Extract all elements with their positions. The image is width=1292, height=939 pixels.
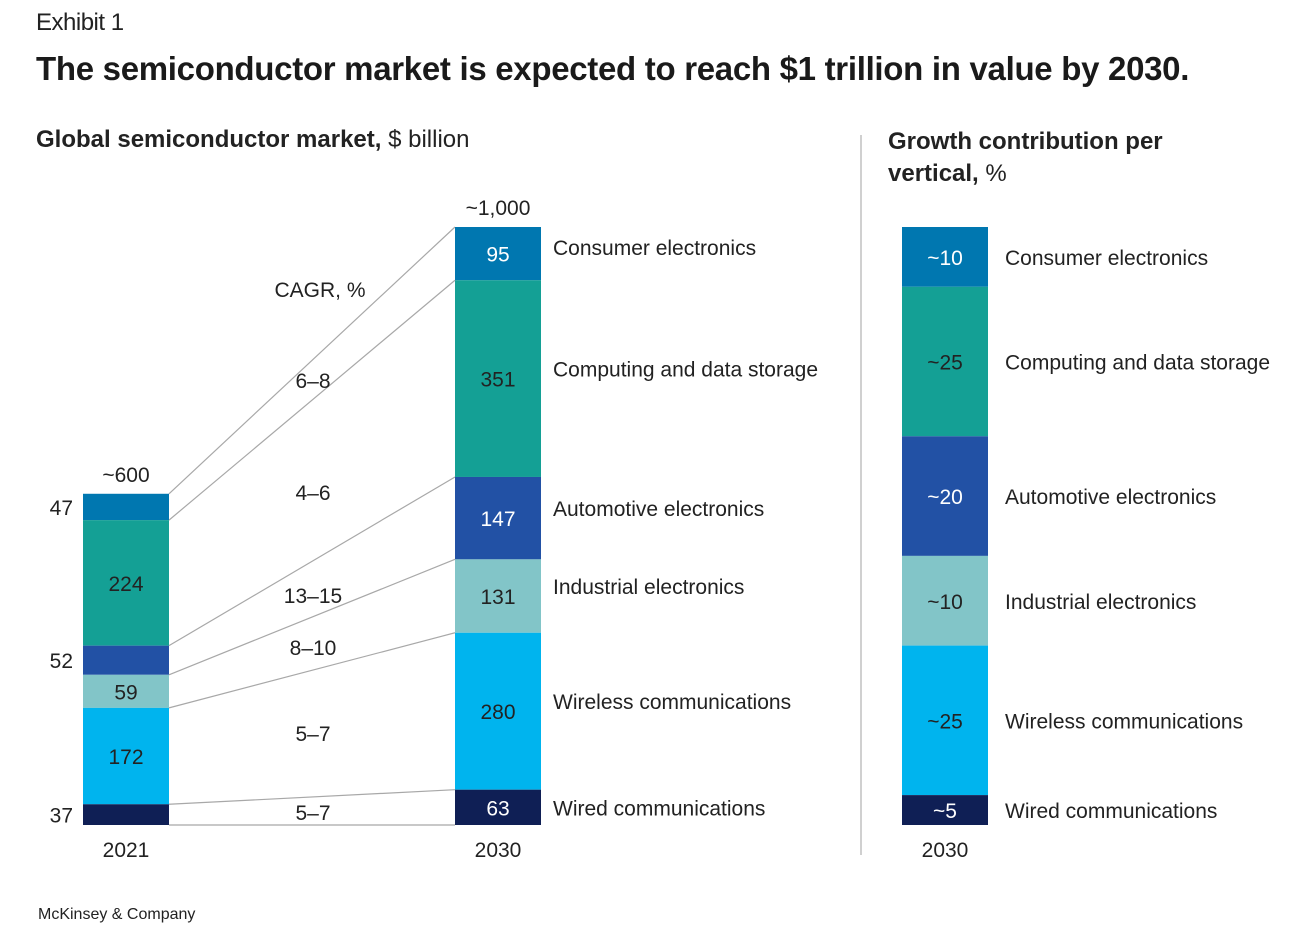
cagr-label: 13–15 [284,585,342,608]
bar-value-label: 147 [480,508,515,531]
bar-value-label: 280 [480,701,515,724]
connector-line [168,632,456,709]
bar-segment [83,520,169,646]
bar-value-label: 351 [480,369,515,392]
legend-label: Industrial electronics [553,576,744,599]
bar-value-label: 95 [486,244,509,267]
bar-value-label: 63 [486,797,509,820]
bar-segment [83,493,169,521]
legend-label: Industrial electronics [1005,591,1196,614]
bar-value-label: 172 [108,746,143,769]
bar-segment [83,804,169,825]
x-tick-label: 2021 [103,839,150,862]
left-chart-subtitle-bold: Global semiconductor market, [36,126,382,153]
bar-segment [455,789,541,825]
right-chart-subtitle-bold: Growth contribution per vertical, [888,128,1163,187]
legend-label: Consumer electronics [1005,247,1208,270]
legend-label: Consumer electronics [553,237,756,260]
panel-divider [860,135,862,855]
bar-segment [902,795,988,825]
legend-label: Computing and data storage [553,359,818,382]
bar-segment [902,227,988,287]
bar-segment [83,707,169,805]
right-chart-subtitle: Growth contribution per vertical, % [888,126,1218,190]
bar-value-label: 59 [114,681,137,704]
bar-value-label: ~25 [927,352,963,375]
legend-label: Computing and data storage [1005,352,1270,375]
bar-segment [902,286,988,437]
connector-line [168,476,456,647]
legend-label: Automotive electronics [1005,486,1216,509]
cagr-header: CAGR, % [274,279,365,302]
bar-segment [455,476,541,560]
x-tick-label: 2030 [475,839,522,862]
chart-title: The semiconductor market is expected to … [36,50,1190,87]
legend-label: Wired communications [553,797,765,820]
bar-total-label: ~1,000 [466,197,531,220]
bar-total-label: ~600 [102,464,149,487]
x-tick-label: 2030 [922,839,969,862]
legend-label: Wireless communications [553,691,791,714]
cagr-label: 4–6 [295,482,330,505]
source-label: McKinsey & Company [38,906,196,923]
connector-line [168,789,456,805]
bar-value-label: ~5 [933,800,957,823]
bar-value-label: ~10 [927,247,963,270]
cagr-label: 5–7 [295,802,330,825]
bar-segment [902,645,988,796]
bar-segment [455,227,541,281]
bar-segment [455,632,541,790]
bar-segment [83,645,169,675]
bar-value-label: ~25 [927,710,963,733]
cagr-label: 5–7 [295,723,330,746]
connector-line [168,226,456,495]
bar-segment [83,674,169,708]
bar-segment [455,280,541,477]
left-chart-subtitle: Global semiconductor market, $ billion [36,126,469,154]
cagr-label: 6–8 [295,370,330,393]
cagr-label: 8–10 [290,637,337,660]
left-chart-subtitle-unit: $ billion [388,126,470,153]
bar-value-label: 47 [50,497,73,520]
bar-segment [902,436,988,556]
bar-value-label: ~10 [927,591,963,614]
legend-label: Wireless communications [1005,710,1243,733]
bar-segment [455,559,541,633]
exhibit-label: Exhibit 1 [36,9,124,36]
bar-value-label: 131 [480,586,515,609]
right-chart-subtitle-unit: % [985,160,1007,187]
legend-label: Automotive electronics [553,498,764,521]
bar-value-label: 52 [50,650,73,673]
bar-value-label: ~20 [927,486,963,509]
legend-label: Wired communications [1005,800,1217,823]
bar-value-label: 224 [108,573,143,596]
connector-line [168,558,456,676]
bar-value-label: 37 [50,805,73,828]
connector-line [168,279,456,521]
bar-segment [902,555,988,646]
